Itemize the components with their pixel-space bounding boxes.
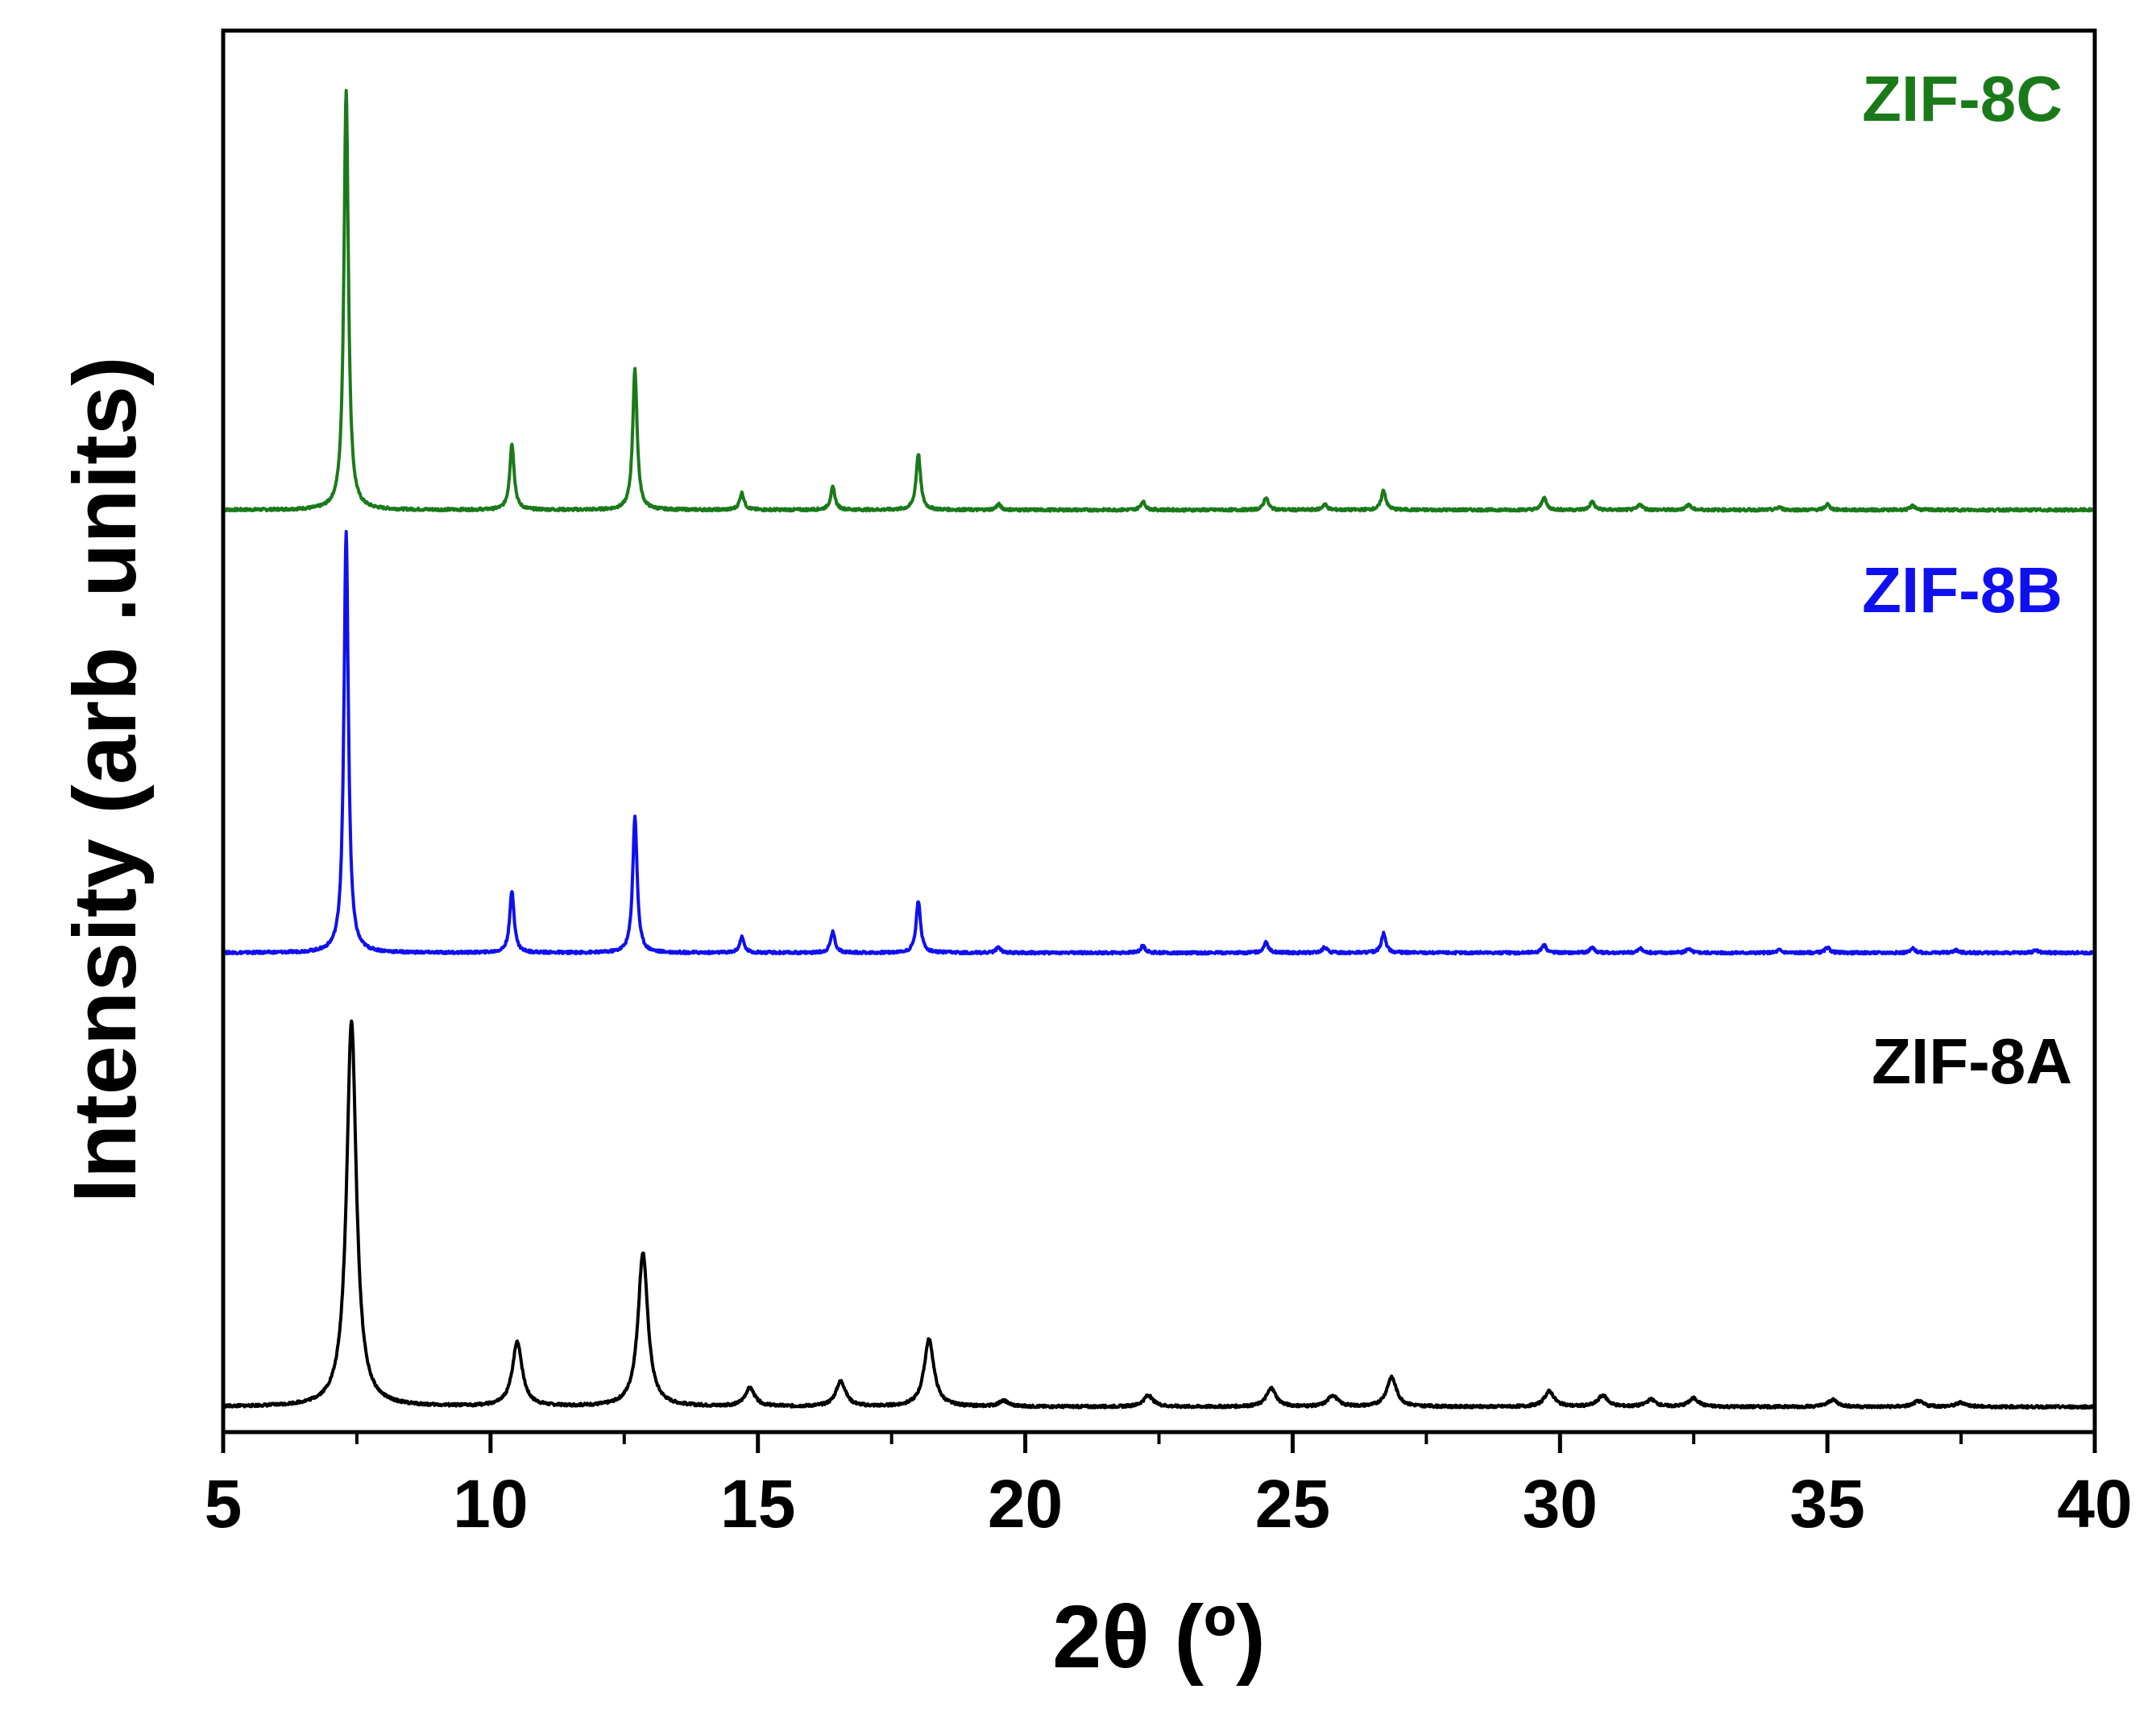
x-tick-label: 25 [1255, 1466, 1330, 1542]
x-tick-label: 40 [2057, 1466, 2132, 1542]
plot-lines [222, 89, 2096, 1410]
x-axis-tick-labels: 5 10 15 20 25 30 35 40 [205, 1466, 2133, 1542]
x-tick-label: 15 [720, 1466, 795, 1542]
series-line-zif-8b [222, 530, 2096, 956]
series-line-zif-8a [222, 1019, 2096, 1410]
x-tick-label: 30 [1523, 1466, 1598, 1542]
series-label-zif-8b: ZIF-8B [1862, 554, 2063, 626]
x-axis-ticks [221, 1432, 2097, 1453]
x-tick-label: 20 [988, 1466, 1063, 1542]
x-tick-label: 35 [1789, 1466, 1864, 1542]
series-labels: ZIF-8C ZIF-8B ZIF-8A [1862, 63, 2072, 1097]
series-label-zif-8a: ZIF-8A [1872, 1025, 2072, 1097]
series-line-zif-8c [222, 89, 2096, 513]
x-tick-label: 10 [453, 1466, 528, 1542]
series-label-zif-8c: ZIF-8C [1862, 63, 2063, 135]
y-axis-title: Intensity (arb .units) [56, 356, 155, 1203]
plot-frame [221, 28, 2097, 1435]
x-tick-label: 5 [205, 1466, 243, 1542]
x-axis-title: 2θ (º) [1052, 1588, 1266, 1687]
